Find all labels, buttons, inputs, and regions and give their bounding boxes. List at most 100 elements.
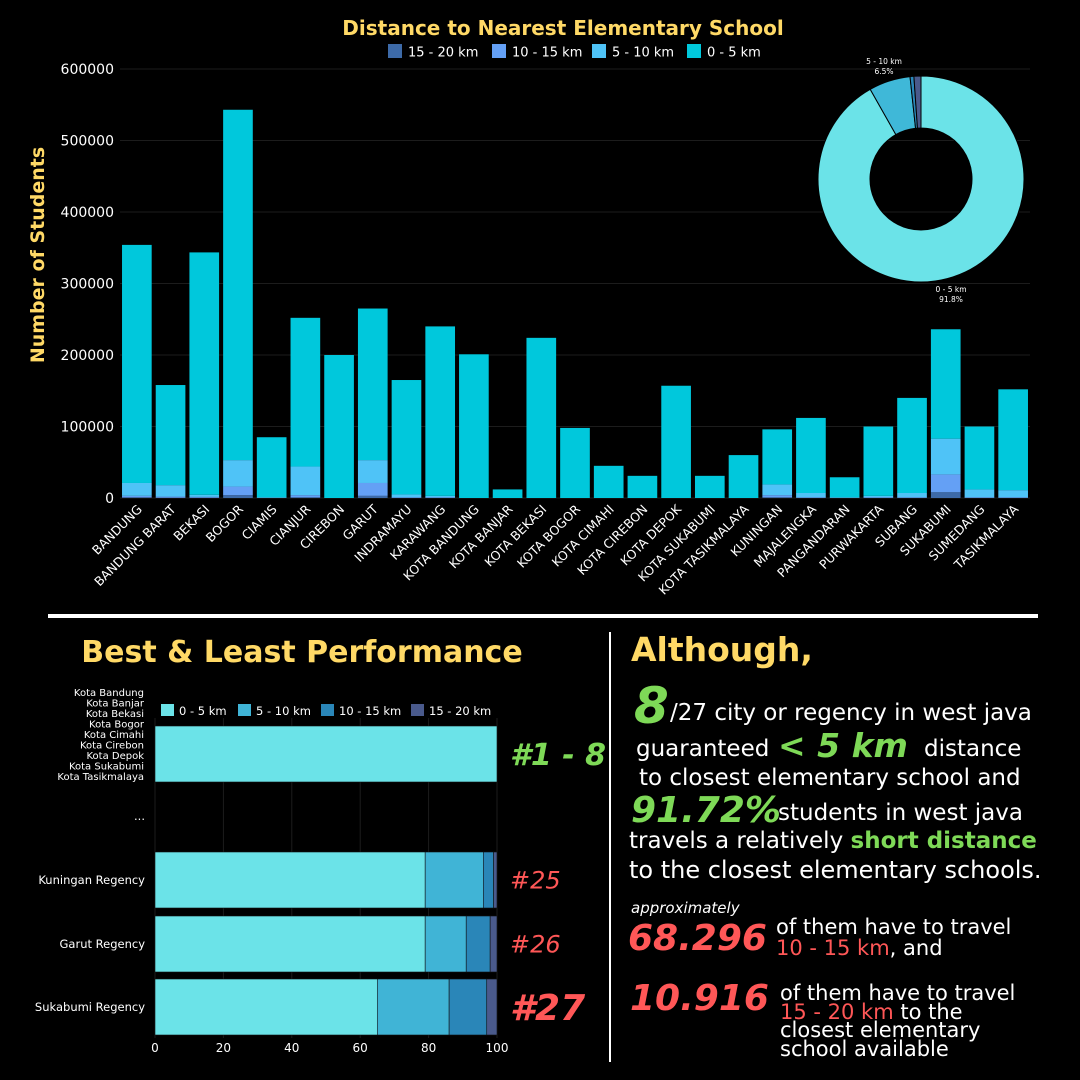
annotation-and: , and bbox=[889, 936, 943, 960]
y-tick-label: 600000 bbox=[61, 62, 114, 78]
perf-segment-10-15-km bbox=[448, 978, 488, 1036]
y-tick-label: 300000 bbox=[61, 277, 114, 293]
row-label: Kuningan Regency bbox=[38, 873, 145, 887]
annotation-travel-1: of them have to travel bbox=[776, 915, 1012, 939]
annotation-10-15km: 10 - 15 km bbox=[776, 936, 890, 960]
annotation-line-5: travels a relatively short distance bbox=[629, 828, 1037, 854]
donut-slice-15-20-km bbox=[913, 75, 922, 129]
bar-sukabumi bbox=[930, 329, 961, 498]
legend-label: 5 - 10 km bbox=[612, 46, 674, 61]
annotation-guaranteed: guaranteed bbox=[636, 736, 770, 762]
donut-label-value: 6.5% bbox=[874, 67, 893, 76]
chart-title: Distance to Nearest Elementary School bbox=[342, 16, 783, 40]
legend-label: 15 - 20 km bbox=[429, 704, 491, 718]
x-tick-label: 40 bbox=[284, 1041, 299, 1055]
bar-segment-5-10-km bbox=[998, 490, 1028, 498]
x-tick-label: 80 bbox=[421, 1041, 436, 1055]
bar-segment-0-5-km bbox=[256, 437, 287, 498]
annotation-number-68296: 68.296 bbox=[628, 918, 767, 959]
bar-segment-0-5-km bbox=[762, 429, 793, 485]
y-tick-label: 500000 bbox=[61, 134, 114, 150]
y-tick-label: 100000 bbox=[61, 420, 114, 436]
bar-segment-0-5-km bbox=[223, 109, 253, 461]
x-tick-label: 100 bbox=[486, 1041, 509, 1055]
y-axis-label: Number of Students bbox=[27, 147, 49, 363]
bar-segment-0-5-km bbox=[189, 252, 220, 495]
bar-ciamis bbox=[256, 437, 287, 498]
row-label-line: Kota Depok bbox=[86, 751, 144, 762]
bar-segment-0-5-km bbox=[459, 354, 489, 498]
row-label-line: Kota Tasikmalaya bbox=[57, 772, 144, 783]
performance-chart: Best & Least Performance 0 - 5 km 5 - 10 … bbox=[35, 635, 606, 1055]
bar-tasikmalaya bbox=[998, 389, 1028, 498]
rank-labels: #1 - 8 #25 #26 #27 bbox=[510, 738, 606, 1029]
bar-kota-tasikmalaya bbox=[728, 455, 759, 498]
row-label-line: Kota Cirebon bbox=[80, 741, 144, 752]
bar-segment-5-10-km bbox=[290, 466, 321, 496]
annotation-travel-2: of them have to travel bbox=[780, 981, 1016, 1005]
y-tick-labels: 0 100000 200000 300000 400000 500000 600000 bbox=[61, 62, 114, 507]
bar-segment-10-15-km bbox=[391, 497, 422, 498]
annotation-number-10916: 10.916 bbox=[630, 978, 769, 1019]
annotation-school-available: school available bbox=[780, 1037, 949, 1061]
bar-kota-sukabumi bbox=[694, 475, 725, 498]
bar-segment-10-15-km bbox=[189, 496, 220, 498]
bar-segment-15-20-km bbox=[762, 497, 793, 498]
annotation-line-4: students in west java bbox=[778, 800, 1023, 826]
performance-title: Best & Least Performance bbox=[81, 635, 522, 670]
legend-swatch-10-15-km bbox=[321, 704, 334, 716]
bar-segment-5-10-km bbox=[391, 494, 422, 498]
bar-kota-cirebon bbox=[627, 475, 658, 498]
x-tick-label: 60 bbox=[353, 1041, 368, 1055]
bar-segment-0-5-km bbox=[694, 475, 725, 498]
bar-kota-bekasi bbox=[526, 337, 557, 498]
perf-segment-10-15-km bbox=[483, 851, 494, 909]
annotation-line-3: to closest elementary school and bbox=[639, 765, 1021, 791]
perf-segment-15-20-km bbox=[486, 978, 498, 1036]
row-label: Garut Regency bbox=[60, 937, 146, 951]
bar-segment-15-20-km bbox=[122, 497, 152, 498]
x-tick-label: 20 bbox=[216, 1041, 231, 1055]
donut-label-value: 91.8% bbox=[939, 295, 963, 304]
bar-segment-5-10-km bbox=[897, 492, 927, 498]
bar-kota-depok bbox=[661, 385, 691, 498]
row-label-line: Kota Bandung bbox=[74, 688, 144, 699]
bar-segment-10-15-km bbox=[122, 495, 152, 498]
bar-segment-10-15-km bbox=[897, 497, 927, 498]
row-label: ... bbox=[134, 809, 145, 823]
bar-segment-5-10-km bbox=[122, 482, 152, 496]
legend-swatch-0-5-km bbox=[161, 704, 174, 716]
annotation-closest-elementary: closest elementary bbox=[780, 1018, 981, 1042]
chart-legend: 15 - 20 km 10 - 15 km 5 - 10 km 0 - 5 km bbox=[388, 44, 761, 61]
bar-kota-banjar bbox=[492, 489, 523, 498]
bar-segment-5-10-km bbox=[425, 495, 456, 498]
row-label-line: Kota Banjar bbox=[86, 699, 145, 710]
donut-label-name: 5 - 10 km bbox=[866, 57, 902, 66]
annotation-heading: Although, bbox=[631, 630, 813, 669]
bar-bandung-barat bbox=[155, 385, 186, 498]
rank-label: #1 - 8 bbox=[510, 738, 606, 773]
y-tick-label: 400000 bbox=[61, 205, 114, 221]
annotation-approximately: approximately bbox=[631, 899, 740, 917]
bar-segment-5-10-km bbox=[762, 484, 793, 496]
legend-swatch-10-15-km bbox=[492, 44, 506, 58]
performance-legend: 0 - 5 km 5 - 10 km 10 - 15 km 15 - 20 km bbox=[161, 704, 491, 718]
bar-segment-5-10-km bbox=[189, 494, 220, 497]
donut-label-name: 0 - 5 km bbox=[935, 285, 966, 294]
bar-kuningan bbox=[762, 429, 793, 498]
bar-segment-15-20-km bbox=[290, 497, 321, 498]
annotation-lt-5km: < 5 km bbox=[778, 726, 908, 765]
bar-segment-10-15-km bbox=[930, 474, 961, 493]
perf-segment-15-20-km bbox=[493, 851, 498, 909]
row-label-line: Kota Sukabumi bbox=[69, 762, 144, 773]
bar-subang bbox=[897, 397, 927, 498]
bar-segment-5-10-km bbox=[863, 495, 894, 498]
bar-segment-0-5-km bbox=[796, 417, 826, 493]
bar-segment-0-5-km bbox=[425, 326, 456, 496]
bar-segment-5-10-km bbox=[256, 497, 287, 498]
bar-segment-0-5-km bbox=[155, 385, 186, 486]
perf-segment-15-20-km bbox=[489, 915, 498, 973]
legend-label: 0 - 5 km bbox=[179, 704, 227, 718]
bar-segment-10-15-km bbox=[223, 486, 253, 496]
